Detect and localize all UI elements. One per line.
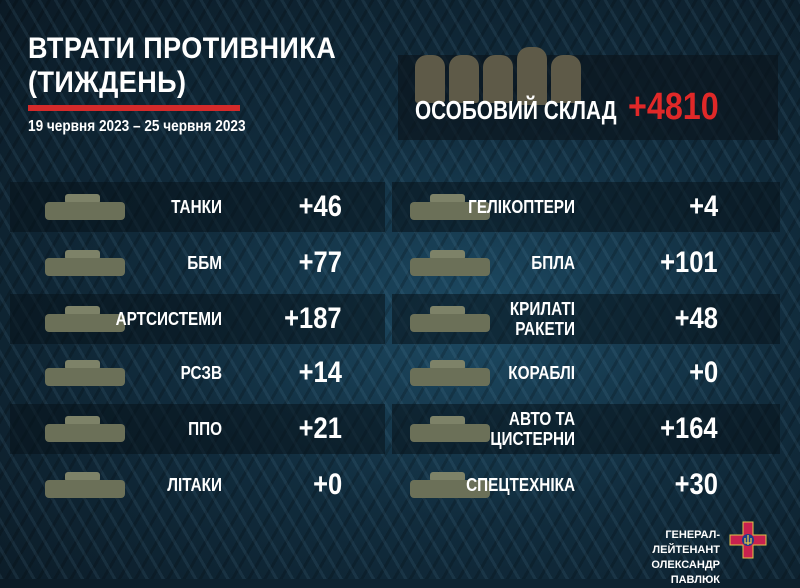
stat-label: РСЗВ — [180, 363, 222, 383]
stat-label: АВТО ТА ЦИСТЕРНИ — [490, 409, 575, 449]
stat-value: +0 — [688, 356, 718, 389]
ground-forces-emblem-icon — [729, 521, 767, 559]
stat-label: ЛІТАКИ — [167, 475, 222, 495]
soldiers-icon — [415, 47, 581, 105]
stat-label: АРТСИСТЕМИ — [115, 309, 222, 329]
stat-label: ППО — [188, 419, 222, 439]
stat-value: +48 — [674, 302, 718, 335]
stat-label: ГЕЛІКОПТЕРИ — [468, 197, 575, 217]
date-range: 19 червня 2023 – 25 червня 2023 — [28, 118, 246, 135]
title-line-2: (ТИЖДЕНЬ) — [28, 66, 187, 99]
ship-icon — [400, 356, 500, 390]
stat-value: +4 — [688, 190, 718, 223]
stat-value: +0 — [312, 468, 342, 501]
special-vehicle-icon — [400, 468, 500, 502]
helicopter-icon — [400, 190, 500, 224]
stat-value: +164 — [660, 412, 718, 445]
stat-label: КРИЛАТІ РАКЕТИ — [509, 299, 575, 339]
title-underline — [28, 105, 240, 111]
stat-row-right: КРИЛАТІ РАКЕТИ +48 — [392, 294, 780, 344]
stat-row-left: АРТСИСТЕМИ +187 — [10, 294, 385, 344]
stat-label: ББМ — [187, 253, 222, 273]
signature: ГЕНЕРАЛ-ЛЕЙТЕНАНТ ОЛЕКСАНДР ПАВЛЮК — [600, 528, 720, 588]
stat-row-right: БПЛА +101 — [392, 238, 780, 288]
tank-icon — [35, 190, 135, 224]
stat-label: ТАНКИ — [171, 197, 222, 217]
stat-value: +77 — [298, 246, 342, 279]
stat-row-right: КОРАБЛІ +0 — [392, 348, 780, 398]
stat-row-right: СПЕЦТЕХНІКА +30 — [392, 460, 780, 510]
stat-value: +30 — [674, 468, 718, 501]
stat-value: +187 — [284, 302, 342, 335]
armored-vehicle-icon — [35, 246, 135, 280]
stat-row-right: ГЕЛІКОПТЕРИ +4 — [392, 182, 780, 232]
missile-icon — [400, 302, 500, 336]
artillery-icon — [35, 302, 135, 336]
drone-icon — [400, 246, 500, 280]
stat-row-left: РСЗВ +14 — [10, 348, 385, 398]
stat-row-right: АВТО ТА ЦИСТЕРНИ +164 — [392, 404, 780, 454]
personnel-label: ОСОБОВИЙ СКЛАД — [415, 95, 617, 125]
stat-label: БПЛА — [531, 253, 575, 273]
signature-rank: ГЕНЕРАЛ-ЛЕЙТЕНАНТ — [652, 529, 720, 556]
stat-value: +21 — [298, 412, 342, 445]
stat-label: СПЕЦТЕХНІКА — [466, 475, 575, 495]
mlrs-icon — [35, 356, 135, 390]
stat-row-left: ББМ +77 — [10, 238, 385, 288]
page-title: ВТРАТИ ПРОТИВНИКА (ТИЖДЕНЬ) — [28, 32, 336, 100]
stat-row-left: ЛІТАКИ +0 — [10, 460, 385, 510]
stat-label: КОРАБЛІ — [508, 363, 575, 383]
jet-icon — [35, 468, 135, 502]
personnel-value: +4810 — [628, 86, 719, 128]
signature-name: ОЛЕКСАНДР ПАВЛЮК — [651, 559, 720, 586]
stat-value: +46 — [298, 190, 342, 223]
stat-row-left: ТАНКИ +46 — [10, 182, 385, 232]
stat-row-left: ППО +21 — [10, 404, 385, 454]
stat-value: +101 — [660, 246, 718, 279]
title-line-1: ВТРАТИ ПРОТИВНИКА — [28, 32, 337, 65]
air-defense-icon — [35, 412, 135, 446]
stat-value: +14 — [298, 356, 342, 389]
truck-icon — [400, 412, 500, 446]
